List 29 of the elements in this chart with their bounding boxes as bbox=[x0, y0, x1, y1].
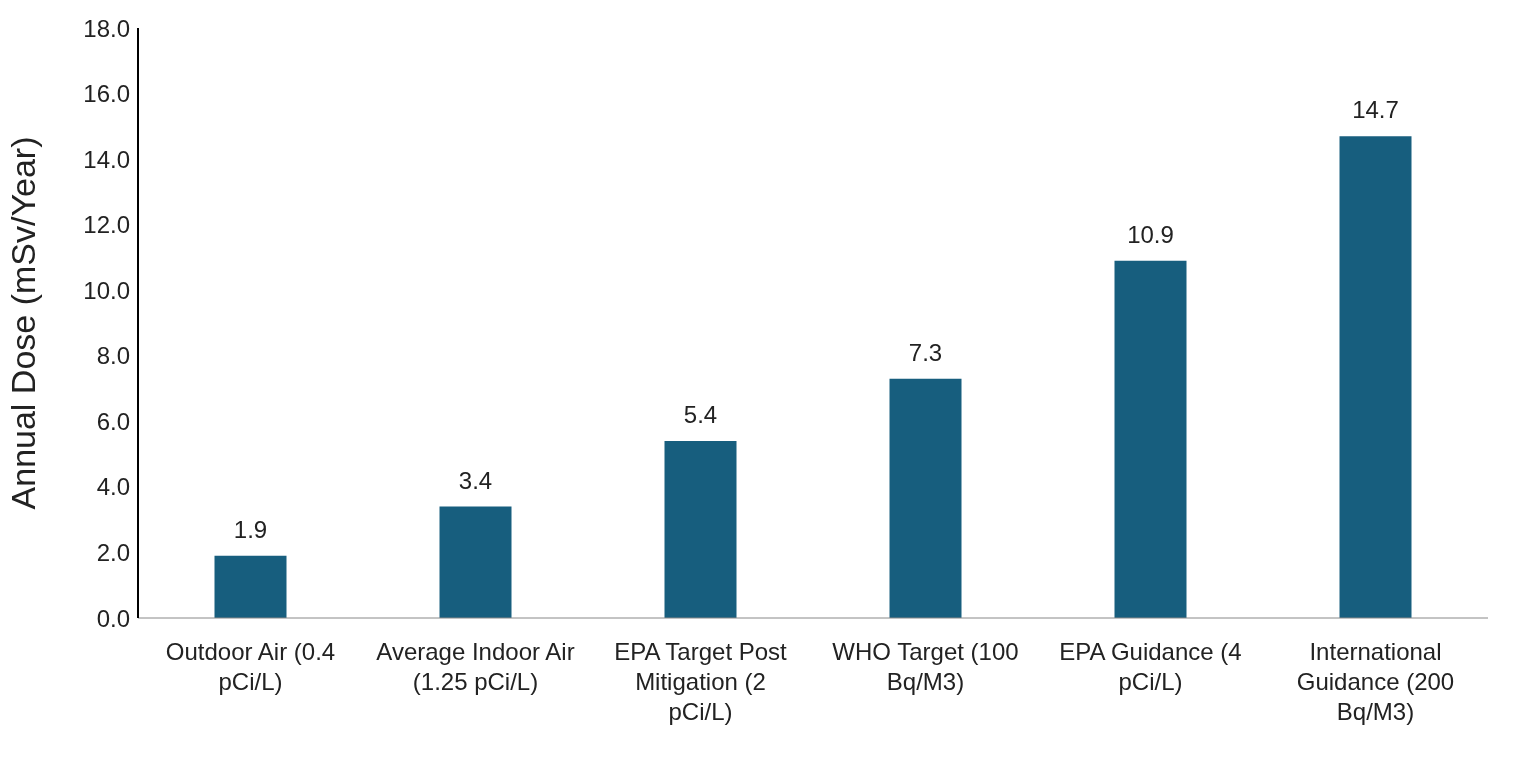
y-tick-label: 16.0 bbox=[83, 80, 130, 108]
y-axis-title: Annual Dose (mSv/Year) bbox=[4, 136, 43, 510]
y-tick-label: 0.0 bbox=[96, 604, 130, 632]
y-tick-label: 6.0 bbox=[96, 407, 130, 435]
data-label: 7.3 bbox=[908, 338, 943, 366]
x-tick-label: EPA Guidance (4 pCi/L) bbox=[1059, 638, 1242, 695]
data-label: 14.7 bbox=[1352, 96, 1399, 124]
y-tick-label: 2.0 bbox=[96, 538, 130, 566]
y-tick-label: 12.0 bbox=[83, 211, 130, 239]
y-tick-label: 18.0 bbox=[83, 14, 130, 42]
bar bbox=[889, 378, 962, 618]
x-tick-label: EPA Target Post Mitigation (2 pCi/L) bbox=[614, 638, 788, 725]
data-label: 5.4 bbox=[683, 401, 718, 428]
y-tick-label: 14.0 bbox=[83, 145, 130, 173]
x-tick-label: WHO Target (100 Bq/M3) bbox=[832, 638, 1019, 695]
data-label: 10.9 bbox=[1127, 220, 1174, 248]
y-tick-label: 8.0 bbox=[96, 342, 130, 370]
data-label: 3.4 bbox=[458, 466, 493, 494]
bar bbox=[1114, 260, 1187, 618]
y-tick-label: 4.0 bbox=[96, 473, 130, 501]
bar bbox=[1339, 136, 1412, 618]
bar bbox=[439, 506, 512, 618]
bar bbox=[664, 441, 737, 618]
bar bbox=[214, 555, 287, 618]
x-tick-label: Average Indoor Air (1.25 pCi/L) bbox=[376, 638, 575, 695]
x-tick-label: International Guidance (200 Bq/M3) bbox=[1296, 638, 1455, 725]
x-tick-label: Outdoor Air (0.4 pCi/L) bbox=[165, 638, 336, 695]
y-tick-label: 10.0 bbox=[83, 276, 130, 304]
data-label: 1.9 bbox=[233, 515, 268, 543]
